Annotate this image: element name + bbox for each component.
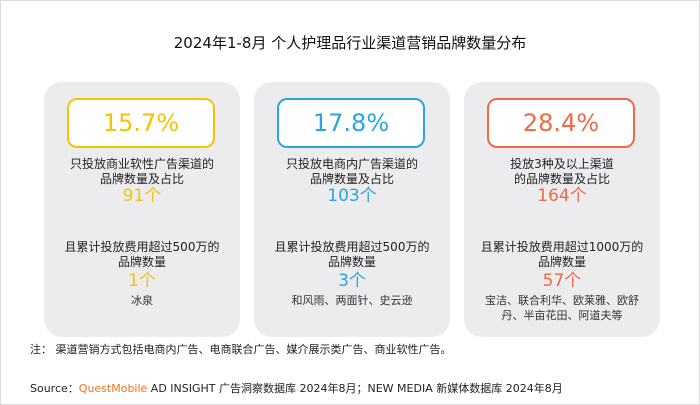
card-subdescription: 品牌数量	[327, 255, 376, 269]
brand-count: 164个	[537, 186, 587, 206]
brand-list: 丹、半亩花田、阿道夫等	[501, 309, 623, 322]
high-spend-count: 1个	[128, 271, 156, 291]
card-subdescription: 品牌数量	[117, 255, 166, 269]
source-text: AD INSIGHT 广告洞察数据库 2024年8月；NEW MEDIA 新媒体…	[147, 382, 563, 395]
card-subdescription: 且累计投放费用超过500万的	[274, 240, 430, 254]
footnote: 注： 渠道营销方式包括电商内广告、电商联合广告、媒介展示类广告、商业软性广告。	[30, 343, 452, 356]
card-subdescription: 且累计投放费用超过500万的	[64, 240, 220, 254]
stat-card: 17.8% 只投放电商内广告渠道的 品牌数量及占比 103个且累计投放费用超过500万…	[254, 82, 450, 337]
card-description: 的品牌数量及占比	[513, 172, 610, 186]
card-subdescription: 品牌数量	[537, 255, 586, 269]
source-brand: QuestMobile	[78, 382, 148, 395]
card-description: 品牌数量及占比	[309, 172, 394, 186]
stat-card: 28.4% 投放3种及以上渠道 的品牌数量及占比 164个且累计投放费用超过1000万…	[464, 82, 660, 337]
percent-value: 28.4%	[487, 98, 635, 148]
brand-list: 和风雨、两面针、史云逊	[291, 294, 413, 307]
high-spend-count: 3个	[338, 271, 366, 291]
card-description: 投放3种及以上渠道	[510, 157, 614, 171]
percent-value: 15.7%	[67, 98, 215, 148]
brand-count: 91个	[122, 186, 162, 206]
card-description: 只投放电商内广告渠道的	[285, 157, 418, 171]
stat-card: 15.7% 只投放商业软性广告渠道的 品牌数量及占比 91个且累计投放费用超过500万…	[44, 82, 240, 337]
source-prefix: Source：	[30, 382, 79, 395]
chart-title: 2024年1-8月 个人护理品行业渠道营销品牌数量分布	[173, 34, 527, 52]
high-spend-count: 57个	[542, 271, 582, 291]
brand-list: 冰泉	[131, 294, 153, 307]
brand-count: 103个	[327, 186, 377, 206]
card-description: 品牌数量及占比	[99, 172, 184, 186]
percent-value: 17.8%	[277, 98, 425, 148]
card-description: 只投放商业软性广告渠道的	[69, 157, 214, 171]
brand-list: 宝洁、联合利华、欧莱雅、欧舒	[485, 294, 639, 307]
source-line: Source：QuestMobile AD INSIGHT 广告洞察数据库 20…	[30, 380, 563, 396]
card-subdescription: 且累计投放费用超过1000万的	[480, 240, 644, 254]
